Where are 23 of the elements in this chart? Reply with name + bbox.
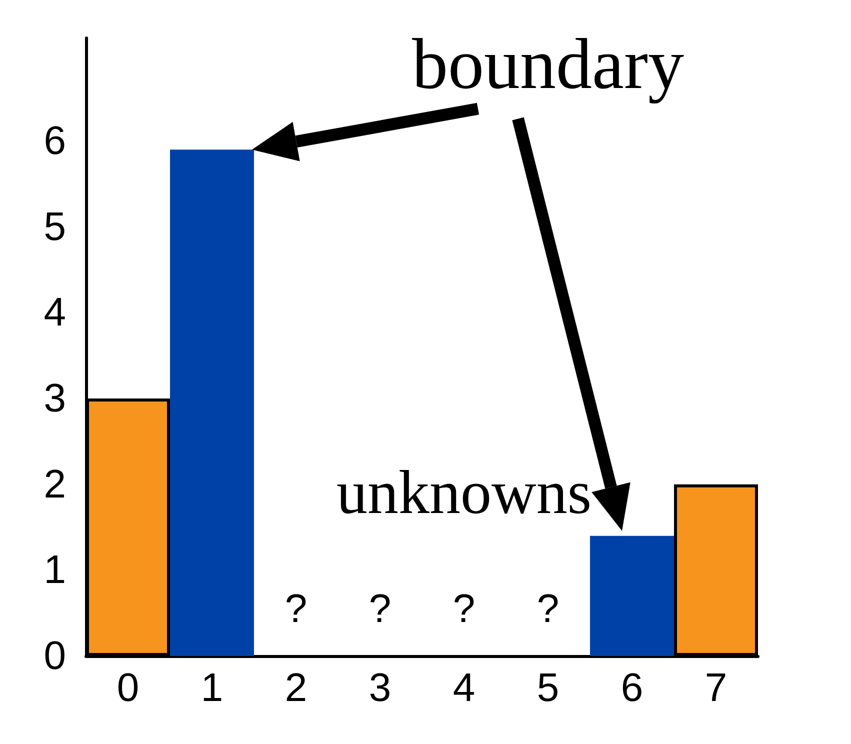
bar [590,536,674,656]
y-tick-label: 3 [44,376,66,420]
y-tick-label: 0 [44,634,66,678]
bar [170,150,254,656]
y-tick-label: 2 [44,462,66,506]
annotation: ? [284,586,308,631]
y-tick-label: 6 [44,119,66,163]
x-tick-label: 7 [704,666,728,710]
y-tick-label: 4 [44,290,66,335]
x-tick-label: 3 [368,666,392,710]
x-tick-label: 2 [284,666,308,710]
annotation: ? [536,586,560,631]
x-tick-label: 4 [452,666,476,710]
annotation: unknowns [336,458,592,527]
annotation: ? [368,586,392,631]
x-tick-label: 1 [200,666,224,710]
y-tick-label: 1 [44,548,66,592]
y-tick-label: 5 [44,204,66,249]
x-tick-label: 6 [620,666,644,710]
annotation: ? [452,586,476,631]
x-tick-label: 0 [116,666,140,710]
x-tick-label: 5 [536,666,560,710]
annotation: boundary [412,24,684,104]
